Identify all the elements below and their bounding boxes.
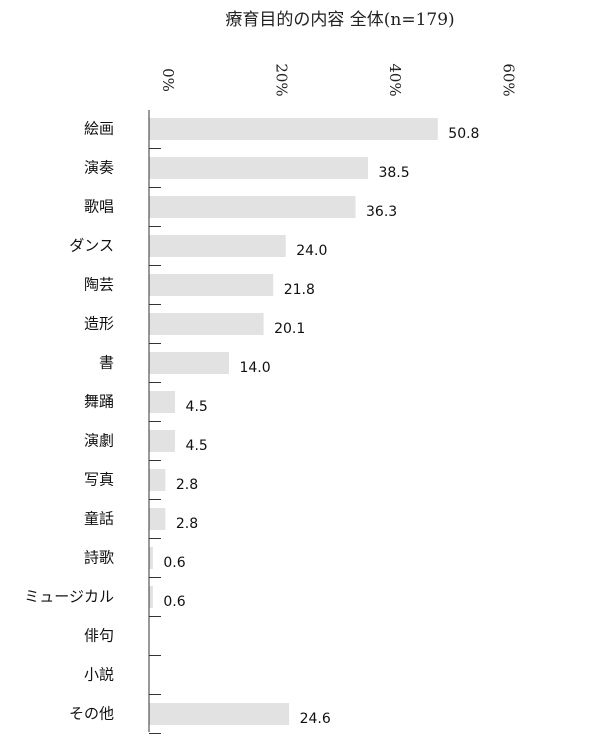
bar (149, 274, 274, 296)
category-label: 小説 (84, 666, 114, 684)
category-label: 演奏 (84, 159, 114, 177)
value-label: 4.5 (186, 399, 208, 415)
x-tick-label: 0% (159, 68, 177, 92)
x-tick-label: 60% (500, 63, 518, 96)
value-label: 21.8 (284, 282, 315, 298)
bar (149, 586, 153, 608)
bar (149, 157, 368, 179)
bar (149, 547, 153, 569)
category-label: 歌唱 (84, 198, 114, 216)
bar (149, 703, 290, 725)
value-label: 2.8 (176, 477, 198, 493)
value-label: 36.3 (366, 204, 397, 220)
category-label: 俳句 (84, 627, 114, 645)
category-label: ミュージカル (24, 588, 114, 606)
bar (149, 469, 166, 491)
value-label: 50.8 (448, 126, 479, 142)
x-tick-label: 20% (273, 63, 291, 96)
bar (149, 196, 356, 218)
value-label: 0.6 (163, 555, 185, 571)
bar (149, 430, 176, 452)
value-label: 0.6 (163, 594, 185, 610)
bar (149, 508, 166, 530)
value-label: 14.0 (239, 360, 270, 376)
value-label: 24.0 (296, 243, 327, 259)
category-label: 童話 (84, 510, 114, 528)
bars (149, 118, 438, 734)
category-label: 陶芸 (84, 276, 114, 294)
category-label: 詩歌 (84, 549, 114, 567)
bar (149, 391, 176, 413)
bar (149, 313, 264, 335)
category-label: その他 (69, 705, 114, 723)
bar (149, 235, 286, 257)
bar (149, 118, 438, 140)
x-axis-ticks: 0%20%40%60%80% (159, 63, 518, 96)
category-label: 書 (99, 354, 114, 372)
bar (149, 352, 229, 374)
value-label: 2.8 (176, 516, 198, 532)
category-label: 絵画 (84, 120, 114, 138)
value-label: 4.5 (186, 438, 208, 454)
category-label: 演劇 (84, 432, 114, 450)
chart-title: 療育目的の内容 全体(n=179) (225, 10, 454, 30)
category-label: 造形 (84, 315, 114, 333)
x-tick-label: 40% (386, 63, 404, 96)
value-label: 38.5 (378, 165, 409, 181)
category-label: 写真 (84, 471, 114, 489)
value-label: 20.1 (274, 321, 305, 337)
category-label: 舞踊 (84, 393, 114, 411)
value-labels: 50.8 38.5 36.3 24.0 21.8 20.1 14.0 4.5 4.5 2.8 2.8… (163, 126, 479, 727)
category-label: ダンス (69, 237, 114, 255)
value-label: 24.6 (300, 711, 331, 727)
